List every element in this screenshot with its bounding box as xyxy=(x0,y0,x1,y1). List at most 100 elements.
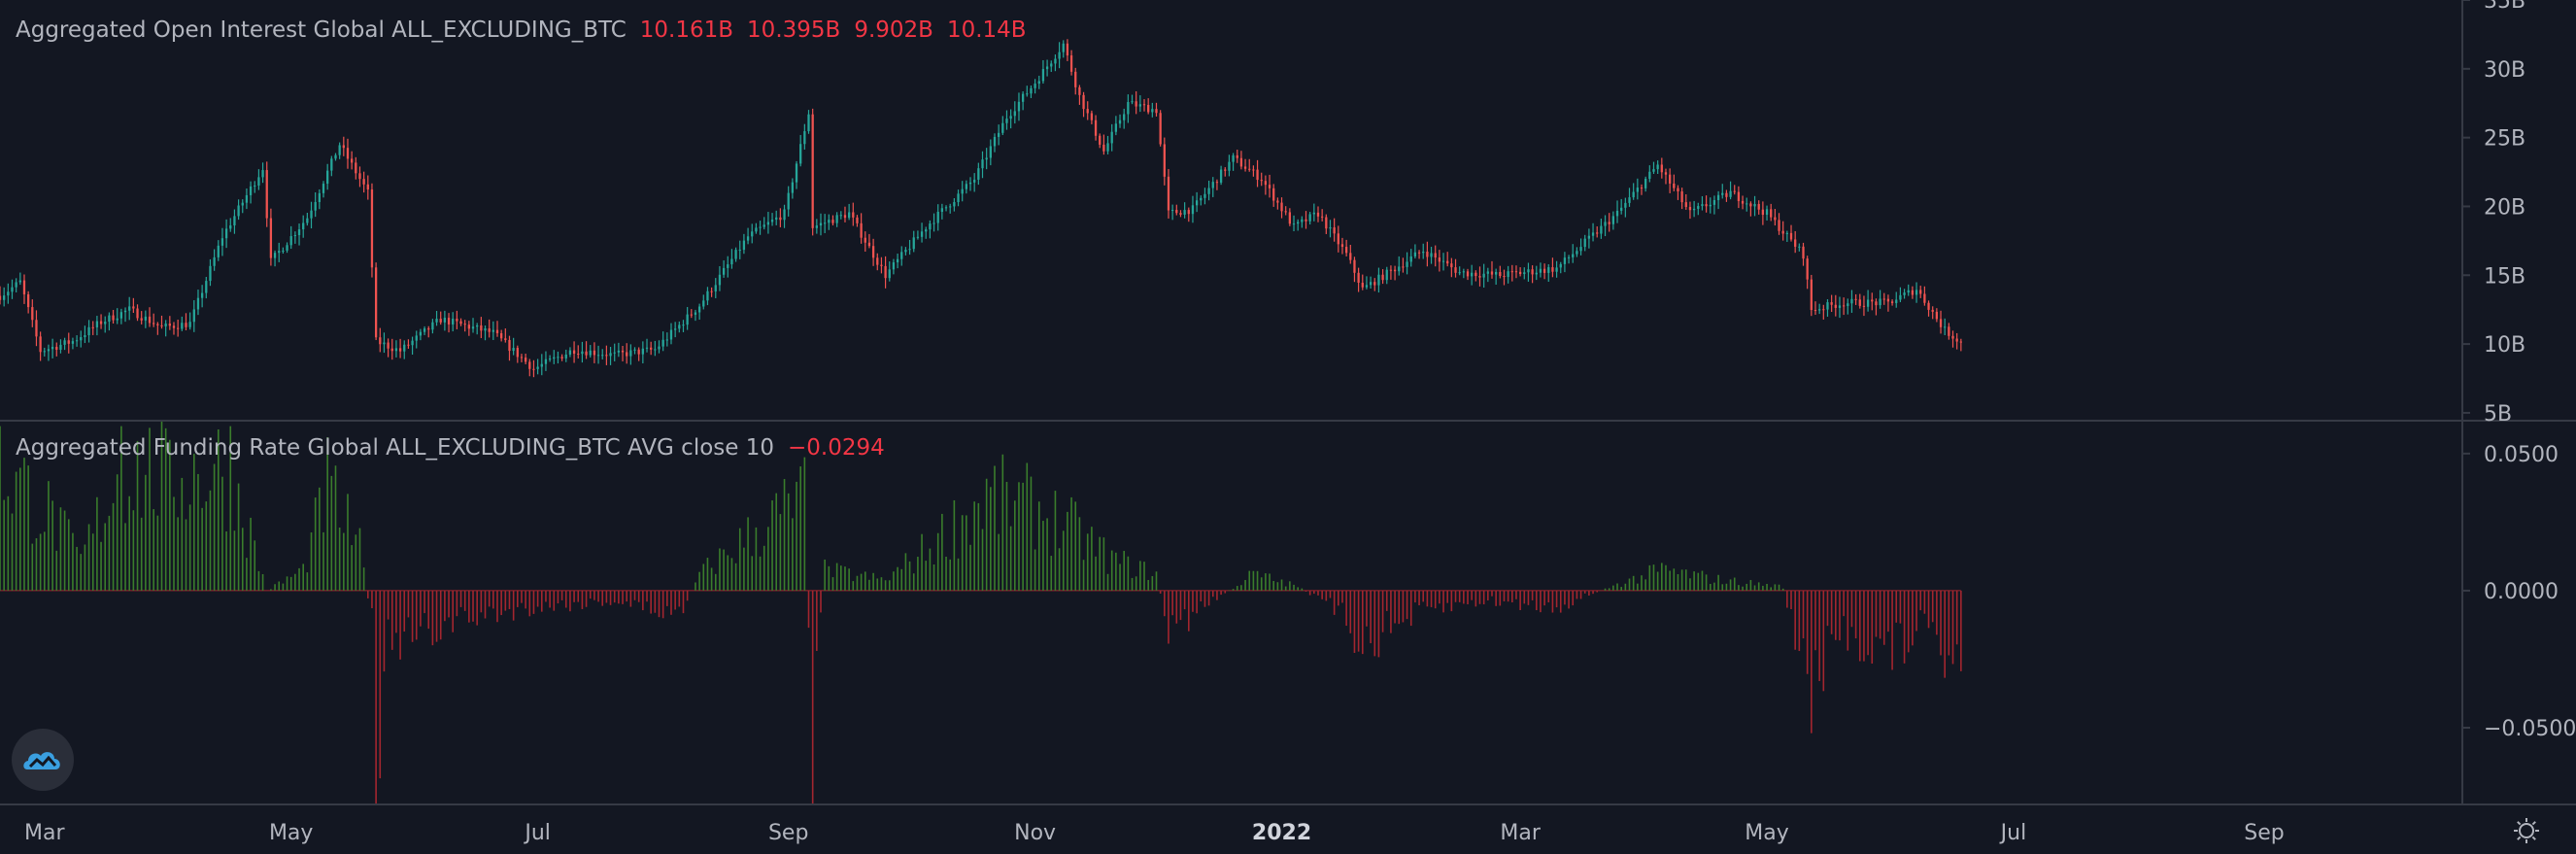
candle-body xyxy=(87,326,90,336)
candle-body xyxy=(1567,256,1571,258)
candle-body xyxy=(1882,298,1885,300)
candle-body xyxy=(949,206,952,208)
candle-body xyxy=(1733,190,1736,192)
candle-body xyxy=(1409,256,1412,262)
candle-body xyxy=(168,324,171,326)
candle-body xyxy=(1507,271,1509,278)
candle-body xyxy=(504,338,507,341)
candle-body xyxy=(864,237,866,243)
candle-body xyxy=(91,326,94,328)
candle-body xyxy=(944,207,948,209)
candle-body xyxy=(286,245,288,251)
candle-body xyxy=(770,220,774,222)
candle-body xyxy=(394,348,398,352)
candle-body xyxy=(358,173,361,180)
candle-body xyxy=(398,348,402,352)
candle-body xyxy=(185,323,187,327)
funding-rate-legend: Aggregated Funding Rate Global ALL_EXCLU… xyxy=(16,435,885,461)
candle-body xyxy=(1301,219,1304,222)
candle-body xyxy=(1688,207,1692,211)
candle-body xyxy=(224,228,228,239)
candle-body xyxy=(1041,69,1045,82)
candle-body xyxy=(621,350,625,353)
candle-body xyxy=(1280,202,1283,212)
candle-body xyxy=(1697,206,1700,209)
candle-body xyxy=(1559,263,1562,268)
candle-body xyxy=(1074,71,1077,87)
candle-body xyxy=(1430,253,1433,257)
candle-body xyxy=(1175,209,1178,214)
candle-body xyxy=(269,218,273,258)
candle-body xyxy=(500,332,503,339)
candle-body xyxy=(1858,299,1861,306)
candle-body xyxy=(249,186,253,195)
candle-body xyxy=(791,182,795,193)
candle-body xyxy=(1660,164,1663,173)
candle-body xyxy=(476,325,479,327)
oi-y-tick-label: 20B xyxy=(2484,195,2525,220)
candle-body xyxy=(1248,168,1251,170)
candle-body xyxy=(181,323,184,329)
candle-body xyxy=(273,253,277,258)
x-tick-label: Mar xyxy=(24,821,65,845)
candle-body xyxy=(379,337,382,345)
candle-body xyxy=(1147,104,1150,113)
candle-body xyxy=(1781,230,1784,234)
candle-body xyxy=(43,351,46,353)
candle-body xyxy=(925,229,928,232)
candle-body xyxy=(278,251,281,254)
candle-body xyxy=(1705,204,1708,207)
candle-body xyxy=(1389,269,1393,271)
candle-body xyxy=(1264,181,1268,186)
candle-body xyxy=(1596,232,1599,234)
candle-body xyxy=(1316,212,1320,217)
candle-body xyxy=(1510,271,1513,273)
candle-body xyxy=(1005,119,1008,123)
candle-body xyxy=(779,217,782,221)
fr-y-tick-label: −0.0500 xyxy=(2484,717,2576,741)
candle-body xyxy=(148,316,152,324)
candle-body xyxy=(1802,246,1805,259)
candle-body xyxy=(1118,120,1122,124)
candle-body xyxy=(1034,84,1036,88)
candle-body xyxy=(658,346,661,350)
candle-body xyxy=(1102,144,1105,152)
candle-body xyxy=(3,295,6,300)
candle-body xyxy=(766,222,770,225)
candle-body xyxy=(1944,326,1947,328)
candle-body xyxy=(1114,123,1118,132)
candle-body xyxy=(1709,204,1712,207)
candle-body xyxy=(495,329,499,333)
candle-body xyxy=(1090,113,1094,120)
candle-body xyxy=(484,327,487,331)
candle-body xyxy=(1200,197,1203,201)
candle-body xyxy=(609,353,612,357)
candle-body xyxy=(1692,208,1696,211)
candle-body xyxy=(1547,267,1550,273)
candle-body xyxy=(908,249,911,251)
open-value: 10.161B xyxy=(639,17,734,43)
candle-body xyxy=(828,220,830,223)
candle-body xyxy=(1062,43,1065,52)
candle-body xyxy=(1701,204,1704,207)
candle-body xyxy=(831,220,834,223)
candle-body xyxy=(787,192,790,210)
candle-body xyxy=(965,184,967,189)
candle-body xyxy=(1939,319,1943,327)
candle-body xyxy=(694,312,697,315)
candle-body xyxy=(1066,43,1069,56)
candle-body xyxy=(1721,192,1724,195)
candle-body xyxy=(491,329,494,332)
candle-body xyxy=(1106,143,1109,152)
candle-body xyxy=(1288,212,1292,224)
candle-body xyxy=(1086,109,1089,114)
candle-body xyxy=(819,222,823,226)
candle-body xyxy=(1151,109,1154,113)
coinalyze-logo-icon[interactable] xyxy=(12,729,74,791)
candle-body xyxy=(1907,290,1910,293)
candle-body xyxy=(241,202,244,206)
settings-gear-icon[interactable] xyxy=(2512,816,2541,845)
candle-body xyxy=(1357,272,1360,283)
candle-body xyxy=(1542,268,1546,273)
